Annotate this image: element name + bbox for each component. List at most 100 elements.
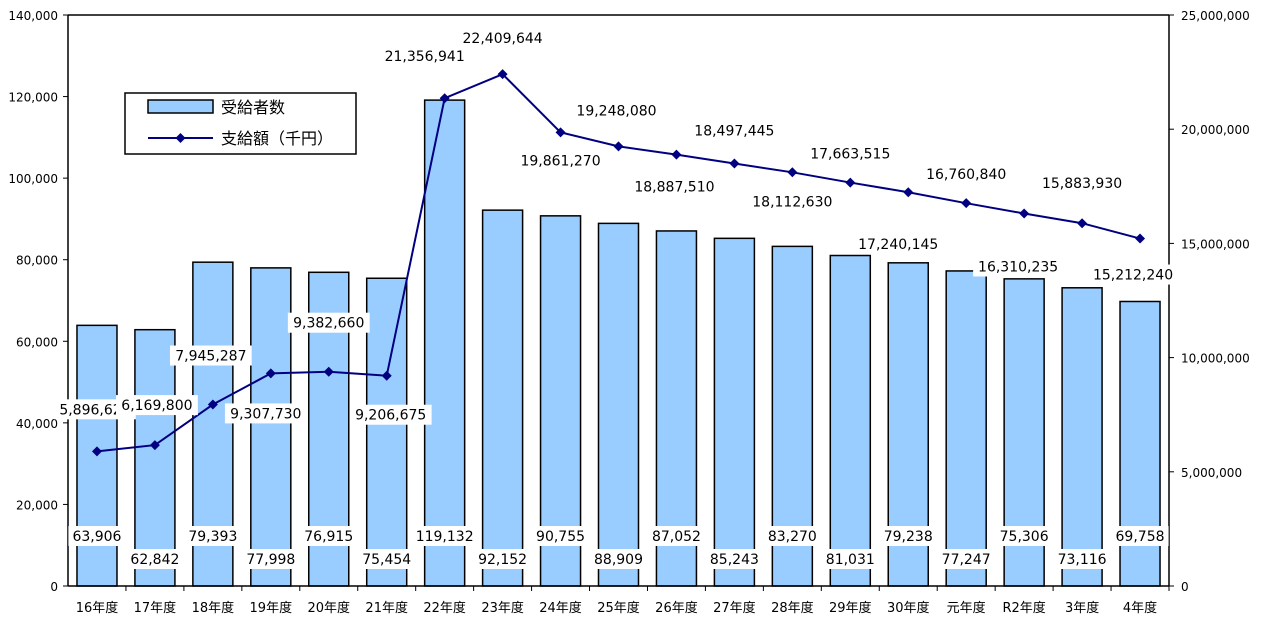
legend-swatch-marker <box>175 133 186 143</box>
line-value-label-bg <box>515 150 606 171</box>
line-point-元年度 <box>961 198 972 209</box>
right-tick-label: 5,000,000 <box>1181 466 1242 480</box>
line-value-label: 16,760,840 <box>926 167 1006 183</box>
left-tick-label: 80,000 <box>16 254 58 268</box>
x-tick-label: 元年度 <box>947 600 986 616</box>
bar-27年度 <box>713 237 756 587</box>
bar-value-label-bg <box>821 549 879 569</box>
line-value-label-bg <box>689 120 780 141</box>
right-tick-label: 10,000,000 <box>1181 352 1250 366</box>
x-tick-label: 22年度 <box>423 600 466 616</box>
line-value-label: 18,497,445 <box>694 124 774 140</box>
bar-value-label-bg <box>1111 526 1169 546</box>
legend-swatch-bar <box>147 99 214 114</box>
bar-value-label: 77,998 <box>246 552 295 568</box>
bar-value-label: 62,842 <box>130 552 179 568</box>
bar-value-label: 79,393 <box>188 529 237 545</box>
line-point-22年度 <box>439 93 450 104</box>
line-point-17年度 <box>149 440 160 451</box>
bar-value-label-bg <box>126 549 184 569</box>
line-value-label: 9,307,730 <box>230 406 301 422</box>
line-value-label: 15,212,240 <box>1093 268 1173 284</box>
line-value-label-bg <box>747 191 838 212</box>
line-value-label: 21,356,941 <box>385 49 465 65</box>
line-value-label-bg <box>921 164 1012 185</box>
line-point-23年度 <box>497 69 508 80</box>
line-value-label-bg <box>169 345 252 366</box>
line-value-label: 9,206,675 <box>355 408 426 424</box>
x-tick-label: 28年度 <box>771 600 814 616</box>
bar-value-label-bg <box>358 549 416 569</box>
line-value-label-bg <box>1088 264 1179 285</box>
line-value-label: 17,240,145 <box>858 237 938 253</box>
right-tick-label: 20,000,000 <box>1181 123 1250 137</box>
line-value-label: 18,887,510 <box>634 180 714 196</box>
bar-value-label: 81,031 <box>826 552 875 568</box>
bar-17年度 <box>134 328 176 587</box>
x-tick-label: 29年度 <box>829 600 872 616</box>
left-tick-label: 100,000 <box>8 172 58 186</box>
line-value-label: 19,861,270 <box>520 153 600 169</box>
bar-value-label: 75,454 <box>362 552 411 568</box>
x-tick-label: 25年度 <box>597 600 640 616</box>
bar-value-label-bg <box>242 549 300 569</box>
bar-value-label: 77,247 <box>942 552 991 568</box>
line-value-label: 6,169,800 <box>121 398 192 414</box>
bar-19年度 <box>250 267 292 587</box>
bar-value-label: 76,915 <box>304 529 353 545</box>
bar-29年度 <box>829 254 872 587</box>
x-tick-label: 3年度 <box>1065 600 1099 616</box>
bar-25年度 <box>597 222 640 587</box>
x-tick-label: 4年度 <box>1123 600 1157 616</box>
bar-value-label-bg <box>1053 549 1111 569</box>
line-value-label: 22,409,644 <box>463 31 543 47</box>
x-tick-label: 30年度 <box>887 600 930 616</box>
left-tick-label: 140,000 <box>8 9 58 23</box>
bar-value-label-bg <box>68 526 126 546</box>
line-value-label: 7,945,287 <box>175 349 246 365</box>
right-tick-label: 15,000,000 <box>1181 237 1250 251</box>
x-tick-label: 26年度 <box>655 600 698 616</box>
line-value-label-bg <box>853 234 944 255</box>
line-point-16年度 <box>91 446 102 457</box>
line-value-label: 18,112,630 <box>752 194 832 210</box>
bar-3年度 <box>1061 287 1103 587</box>
left-tick-label: 20,000 <box>16 498 58 512</box>
line-point-4年度 <box>1135 233 1146 244</box>
bar-value-label-bg <box>184 526 242 546</box>
bar-元年度 <box>945 270 987 587</box>
line-value-label-bg <box>379 46 470 67</box>
bar-value-label-bg <box>995 526 1053 546</box>
bar-value-label-bg <box>647 526 706 546</box>
line-point-29年度 <box>845 177 856 188</box>
line-value-label: 19,248,080 <box>576 103 656 119</box>
bar-value-label-bg <box>300 526 358 546</box>
line-value-label-bg <box>457 28 548 49</box>
bar-value-label-bg <box>705 549 763 569</box>
line-value-label-bg <box>629 176 720 197</box>
bar-value-label: 83,270 <box>768 529 817 545</box>
line-point-30年度 <box>903 187 914 198</box>
x-tick-label: 20年度 <box>307 600 350 616</box>
bar-value-label: 73,116 <box>1058 552 1107 568</box>
line-point-R2年度 <box>1019 208 1030 219</box>
bar-value-label-bg <box>531 526 590 546</box>
line-point-3年度 <box>1077 218 1088 229</box>
bar-value-label: 88,909 <box>594 552 643 568</box>
bar-value-label: 79,238 <box>884 529 933 545</box>
line-point-18年度 <box>207 399 218 410</box>
left-tick-label: 120,000 <box>8 91 58 105</box>
x-tick-label: 16年度 <box>76 600 119 616</box>
bar-value-label: 119,132 <box>416 529 474 545</box>
line-point-20年度 <box>323 366 334 377</box>
right-tick-label: 0 <box>1181 580 1189 594</box>
x-tick-label: 24年度 <box>539 600 582 616</box>
x-tick-label: R2年度 <box>1002 600 1045 616</box>
left-tick-label: 0 <box>50 580 58 594</box>
bar-value-label: 90,755 <box>536 529 585 545</box>
line-value-label-bg <box>116 395 198 416</box>
legend-label-line: 支給額（千円） <box>221 129 333 148</box>
x-tick-label: 17年度 <box>134 600 177 616</box>
line-point-28年度 <box>787 167 798 178</box>
